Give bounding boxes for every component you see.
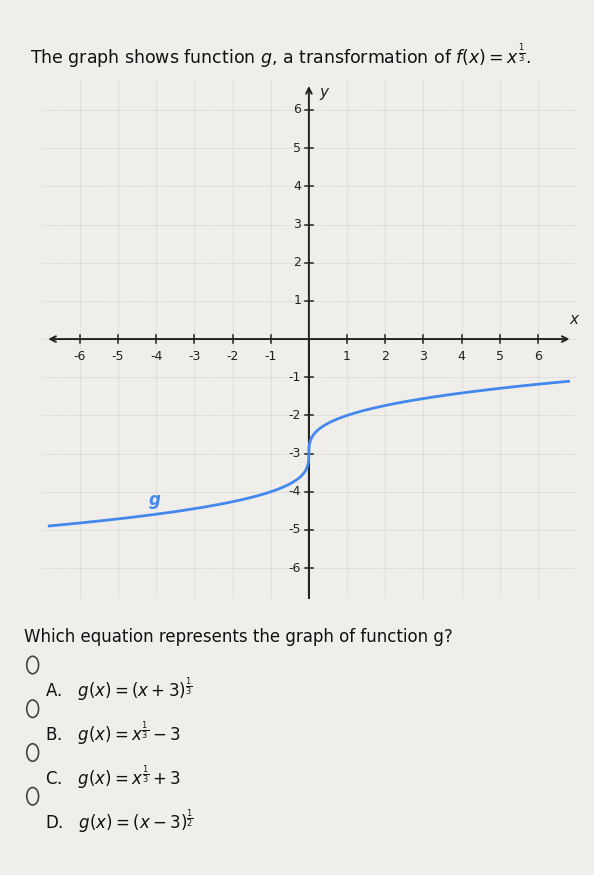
Text: 3: 3	[293, 218, 301, 231]
Text: 4: 4	[458, 350, 466, 363]
Text: -1: -1	[264, 350, 277, 363]
Text: -4: -4	[150, 350, 162, 363]
Text: 1: 1	[343, 350, 351, 363]
Text: 4: 4	[293, 180, 301, 192]
Text: 6: 6	[534, 350, 542, 363]
Text: -5: -5	[112, 350, 124, 363]
Text: -1: -1	[289, 371, 301, 384]
Text: Which equation represents the graph of function g?: Which equation represents the graph of f…	[24, 628, 453, 647]
Text: -2: -2	[226, 350, 239, 363]
Text: -5: -5	[289, 523, 301, 536]
Text: 2: 2	[381, 350, 389, 363]
Text: 2: 2	[293, 256, 301, 270]
Text: 5: 5	[293, 142, 301, 155]
Text: -6: -6	[74, 350, 86, 363]
Text: A.   $g(x) = (x + 3)^{\frac{1}{3}}$: A. $g(x) = (x + 3)^{\frac{1}{3}}$	[45, 676, 192, 704]
Text: -4: -4	[289, 486, 301, 498]
Text: 5: 5	[496, 350, 504, 363]
Text: D.   $g(x) = (x - 3)^{\frac{1}{2}}$: D. $g(x) = (x - 3)^{\frac{1}{2}}$	[45, 807, 194, 835]
Text: 3: 3	[419, 350, 427, 363]
Text: B.   $g(x) = x^{\frac{1}{3}} - 3$: B. $g(x) = x^{\frac{1}{3}} - 3$	[45, 719, 181, 747]
Text: -3: -3	[289, 447, 301, 460]
Text: 6: 6	[293, 103, 301, 116]
Text: y: y	[320, 85, 328, 100]
Text: g: g	[148, 491, 160, 509]
Text: C.   $g(x) = x^{\frac{1}{3}} + 3$: C. $g(x) = x^{\frac{1}{3}} + 3$	[45, 763, 181, 791]
Text: -3: -3	[188, 350, 201, 363]
Text: x: x	[570, 312, 579, 327]
Text: The graph shows function $g$, a transformation of $f(x) = x^{\frac{1}{3}}$.: The graph shows function $g$, a transfor…	[30, 42, 531, 70]
Text: -6: -6	[289, 562, 301, 575]
Text: -2: -2	[289, 409, 301, 422]
Text: 1: 1	[293, 294, 301, 307]
